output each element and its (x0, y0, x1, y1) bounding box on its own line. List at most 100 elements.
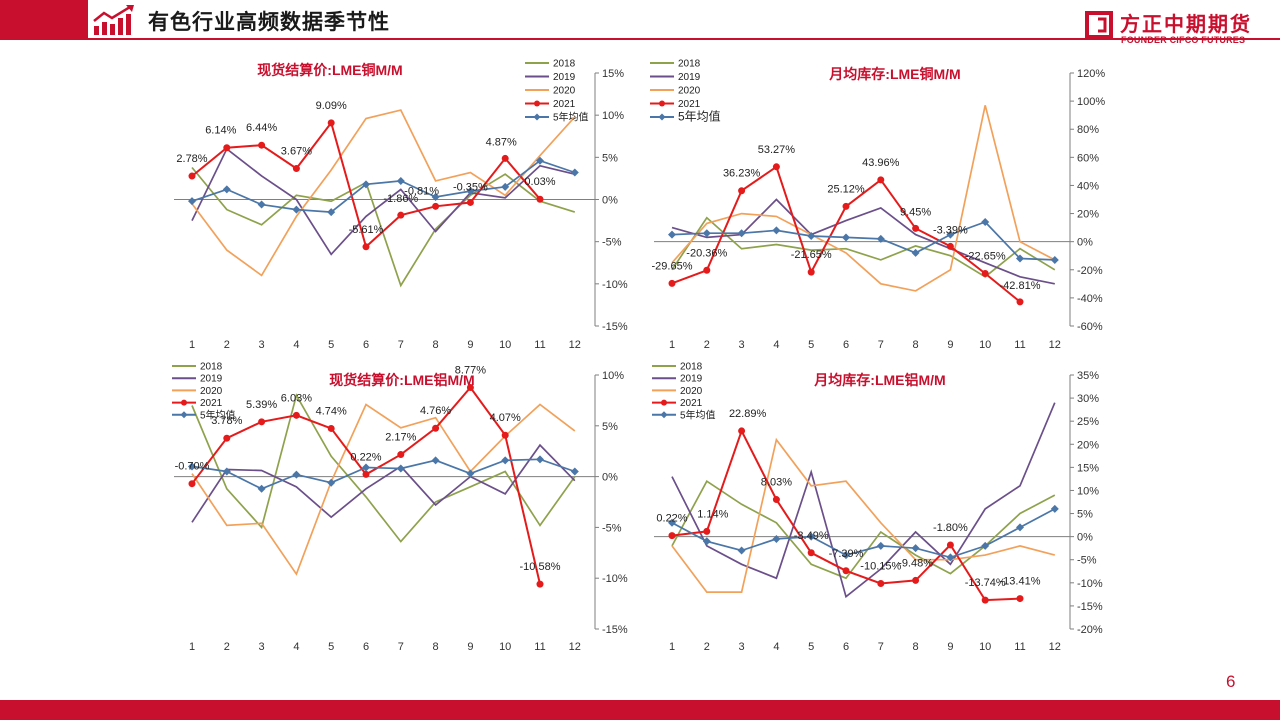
data-point-avg (327, 478, 336, 487)
data-point-2021 (877, 580, 885, 588)
data-point-avg (222, 467, 231, 476)
series-line-5年均值 (671, 221, 1055, 261)
legend-label: 2020 (200, 386, 223, 397)
data-point-avg (292, 470, 301, 479)
data-point-2021 (292, 411, 300, 419)
x-tick-label: 12 (1049, 339, 1061, 351)
series-line-2018 (191, 166, 576, 288)
y-tick-label: -40% (1077, 293, 1103, 305)
data-point-2021 (1016, 595, 1024, 603)
data-point-avg (1050, 504, 1059, 513)
x-tick-label: 12 (569, 339, 581, 351)
data-point-avg (702, 229, 711, 238)
data-point-avg (501, 456, 510, 465)
x-tick-label: 10 (499, 641, 511, 653)
data-point-2021 (258, 418, 266, 426)
x-tick-label: 9 (947, 641, 953, 653)
data-point-2021 (981, 596, 989, 604)
x-tick-label: 7 (398, 339, 404, 351)
x-tick-label: 8 (913, 641, 919, 653)
y-tick-label: 15% (602, 68, 624, 80)
data-point-avg (1050, 255, 1059, 264)
footer-bar (0, 700, 1280, 720)
x-tick-label: 5 (808, 641, 814, 653)
y-tick-label: 15% (1077, 462, 1099, 474)
data-label: -21.65% (791, 249, 832, 261)
data-point-avg (981, 541, 990, 550)
y-tick-label: -10% (602, 573, 628, 585)
x-tick-label: 3 (259, 641, 265, 653)
data-point-2021 (397, 451, 405, 459)
data-label: -13.41% (1000, 576, 1041, 588)
data-point-avg (842, 233, 850, 242)
data-label: -3.49% (794, 530, 829, 542)
data-point-avg (807, 232, 816, 241)
chart-aluminum-price: 10%5%0%-5%-10%-15%1 2 3 4 5 6 7 8 9 10 11 12-0.70%3… (172, 362, 628, 653)
y-tick-label: 30% (1077, 393, 1099, 405)
data-label: 4.76% (420, 405, 451, 417)
series-line-5年均值 (191, 159, 576, 213)
x-tick-label: 12 (569, 641, 581, 653)
data-point-avg (362, 180, 370, 189)
series-line-2018 (671, 479, 1056, 580)
data-point-avg (1016, 523, 1024, 532)
y-tick-label: 0% (1077, 532, 1093, 544)
x-tick-label: 2 (224, 339, 230, 351)
y-tick-label: 10% (1077, 485, 1099, 497)
data-label: -7.39% (829, 548, 864, 560)
chart-title: 现货结算价:LME铝M/M (329, 372, 474, 388)
x-tick-label: 10 (499, 339, 511, 351)
data-label: -42.81% (1000, 280, 1041, 292)
x-tick-label: 11 (1014, 339, 1025, 351)
legend-marker (660, 411, 668, 419)
data-label: 36.23% (723, 168, 761, 180)
legend-label: 2019 (553, 72, 576, 83)
data-label: 3.78% (211, 415, 242, 427)
y-tick-label: -5% (602, 237, 622, 249)
legend-label: 5年均值 (553, 111, 589, 124)
y-tick-label: -10% (1077, 578, 1103, 590)
data-point-2021 (432, 424, 440, 432)
x-tick-label: 4 (293, 641, 299, 653)
data-point-2021 (188, 480, 196, 488)
data-label: -1.80% (933, 522, 968, 534)
trend-arrow-icon (93, 5, 134, 35)
data-label: 8.77% (455, 364, 486, 376)
x-tick-label: 1 (669, 339, 675, 351)
data-label: -20.36% (686, 247, 727, 259)
y-tick-label: -10% (602, 279, 628, 291)
x-tick-label: 2 (224, 641, 230, 653)
x-tick-label: 2 (704, 641, 710, 653)
data-point-avg (188, 197, 196, 206)
data-point-2021 (912, 224, 920, 232)
series-line-2018 (191, 393, 576, 543)
y-tick-label: 0% (602, 472, 618, 484)
data-point-2021 (772, 163, 780, 171)
chart-title: 月均库存:LME铝M/M (813, 372, 945, 388)
data-point-avg (466, 187, 475, 196)
data-point-avg (737, 229, 746, 238)
y-tick-label: 120% (1077, 68, 1105, 80)
x-tick-label: 3 (739, 641, 745, 653)
header-accent-bar (0, 0, 88, 38)
x-tick-label: 9 (467, 641, 473, 653)
data-point-avg (737, 546, 746, 555)
data-point-2021 (292, 165, 300, 173)
y-tick-label: -20% (1077, 624, 1103, 636)
legend-marker (533, 113, 541, 121)
y-tick-label: 10% (602, 370, 624, 382)
y-tick-label: 60% (1077, 152, 1099, 164)
x-tick-label: 5 (328, 641, 334, 653)
x-tick-label: 5 (328, 339, 334, 351)
data-point-avg (946, 553, 955, 562)
y-tick-label: -20% (1077, 265, 1103, 277)
x-tick-label: 6 (363, 339, 369, 351)
x-tick-label: 8 (433, 641, 439, 653)
data-label: 2.78% (176, 153, 207, 165)
data-point-avg (702, 537, 711, 546)
x-tick-label: 6 (843, 339, 849, 351)
data-point-2021 (327, 424, 335, 432)
data-point-2021 (946, 541, 954, 549)
data-point-avg (396, 176, 405, 185)
data-label: 6.14% (205, 125, 236, 137)
